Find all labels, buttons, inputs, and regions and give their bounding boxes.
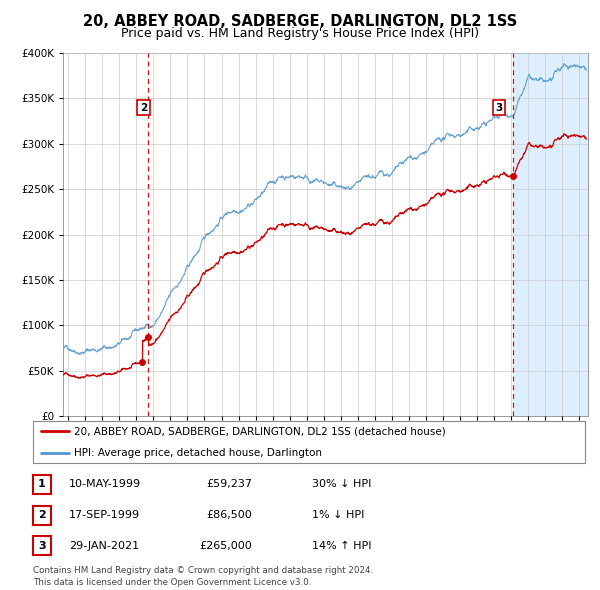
Text: HPI: Average price, detached house, Darlington: HPI: Average price, detached house, Darl… bbox=[74, 448, 322, 457]
Point bbox=[143, 333, 153, 342]
Text: Contains HM Land Registry data © Crown copyright and database right 2024.
This d: Contains HM Land Registry data © Crown c… bbox=[33, 566, 373, 587]
Text: 3: 3 bbox=[496, 103, 503, 113]
Text: 14% ↑ HPI: 14% ↑ HPI bbox=[312, 541, 371, 550]
Text: 29-JAN-2021: 29-JAN-2021 bbox=[69, 541, 139, 550]
Text: £59,237: £59,237 bbox=[206, 480, 252, 489]
Text: Price paid vs. HM Land Registry's House Price Index (HPI): Price paid vs. HM Land Registry's House … bbox=[121, 27, 479, 40]
Text: 1% ↓ HPI: 1% ↓ HPI bbox=[312, 510, 364, 520]
Point bbox=[137, 358, 147, 367]
Text: 10-MAY-1999: 10-MAY-1999 bbox=[69, 480, 141, 489]
Text: £265,000: £265,000 bbox=[199, 541, 252, 550]
Point bbox=[508, 171, 517, 181]
Text: £86,500: £86,500 bbox=[206, 510, 252, 520]
Text: 3: 3 bbox=[38, 541, 46, 550]
Text: 20, ABBEY ROAD, SADBERGE, DARLINGTON, DL2 1SS: 20, ABBEY ROAD, SADBERGE, DARLINGTON, DL… bbox=[83, 14, 517, 29]
Text: 17-SEP-1999: 17-SEP-1999 bbox=[69, 510, 140, 520]
Text: 20, ABBEY ROAD, SADBERGE, DARLINGTON, DL2 1SS (detached house): 20, ABBEY ROAD, SADBERGE, DARLINGTON, DL… bbox=[74, 427, 446, 436]
Text: 30% ↓ HPI: 30% ↓ HPI bbox=[312, 480, 371, 489]
Text: 1: 1 bbox=[38, 480, 46, 489]
Bar bbox=[512, 53, 588, 416]
Text: 2: 2 bbox=[140, 103, 147, 113]
Text: 2: 2 bbox=[38, 510, 46, 520]
